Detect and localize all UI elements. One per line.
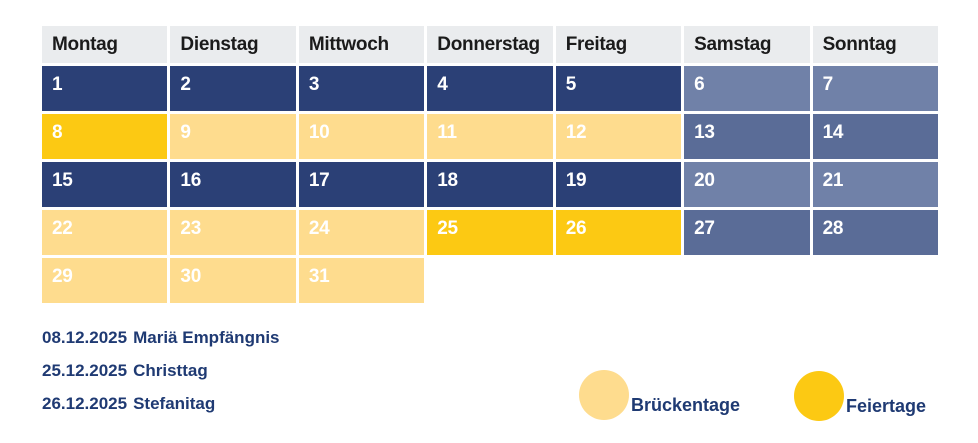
day-cell-25: 25 [427, 210, 553, 255]
day-cell-19: 19 [555, 162, 682, 207]
day-cell-27: 27 [684, 210, 810, 255]
day-cell-20: 20 [684, 162, 810, 207]
day-cell-18: 18 [427, 162, 553, 207]
day-cell-4: 4 [427, 66, 553, 111]
weekday-header-dienstag: Dienstag [170, 26, 296, 63]
day-cell-13: 13 [684, 114, 810, 159]
day-cell-11: 11 [427, 114, 553, 159]
day-cell-10: 10 [298, 114, 425, 159]
day-cell-21: 21 [812, 162, 938, 207]
holiday-entry: 08.12.2025 Mariä Empfängnis [42, 321, 280, 354]
day-cell-7: 7 [812, 66, 938, 111]
day-cell-23: 23 [170, 210, 296, 255]
day-cell-24: 24 [298, 210, 425, 255]
holiday-date: 26.12.2025 [42, 393, 128, 413]
legend-label-holidays: Feiertage [846, 396, 927, 416]
day-cell-29: 29 [42, 258, 168, 303]
holiday-date: 08.12.2025 [42, 327, 128, 347]
weekday-header-montag: Montag [42, 26, 168, 63]
legend-item-bridge-days: Brückentage [579, 370, 740, 420]
holiday-entry: 25.12.2025 Christtag [42, 354, 280, 387]
weekday-header-sonntag: Sonntag [812, 26, 938, 63]
holiday-date: 25.12.2025 [42, 360, 128, 380]
weekday-header-samstag: Samstag [684, 26, 810, 63]
holiday-name: Christtag [133, 360, 208, 380]
day-cell-14: 14 [812, 114, 938, 159]
day-cell-28: 28 [812, 210, 938, 255]
day-cell-5: 5 [555, 66, 682, 111]
day-cell-31: 31 [298, 258, 425, 303]
weekday-header-freitag: Freitag [555, 26, 682, 63]
day-cell-17: 17 [298, 162, 425, 207]
day-cell-16: 16 [170, 162, 296, 207]
holiday-entry: 26.12.2025 Stefanitag [42, 387, 280, 420]
calendar-grid: Montag Dienstag Mittwoch Donnerstag Frei… [42, 26, 938, 303]
day-cell-30: 30 [170, 258, 296, 303]
legend-item-holidays: Feiertage [794, 371, 926, 421]
day-cell-12: 12 [555, 114, 682, 159]
day-cell-2: 2 [170, 66, 296, 111]
holiday-list: 08.12.2025 Mariä Empfängnis 25.12.2025 C… [42, 321, 280, 420]
day-cell-6: 6 [684, 66, 810, 111]
holiday-color-dot [794, 371, 844, 421]
day-cell-1: 1 [42, 66, 168, 111]
weekday-header-mittwoch: Mittwoch [298, 26, 425, 63]
holiday-name: Mariä Empfängnis [133, 327, 280, 347]
weekday-header-donnerstag: Donnerstag [427, 26, 553, 63]
day-cell-15: 15 [42, 162, 168, 207]
day-cell-26: 26 [555, 210, 682, 255]
legend-label-bridge-days: Brückentage [631, 395, 741, 415]
day-cell-22: 22 [42, 210, 168, 255]
day-cell-9: 9 [170, 114, 296, 159]
holiday-name: Stefanitag [133, 393, 216, 413]
day-cell-8: 8 [42, 114, 168, 159]
bridge-day-color-dot [579, 370, 629, 420]
day-cell-3: 3 [298, 66, 425, 111]
